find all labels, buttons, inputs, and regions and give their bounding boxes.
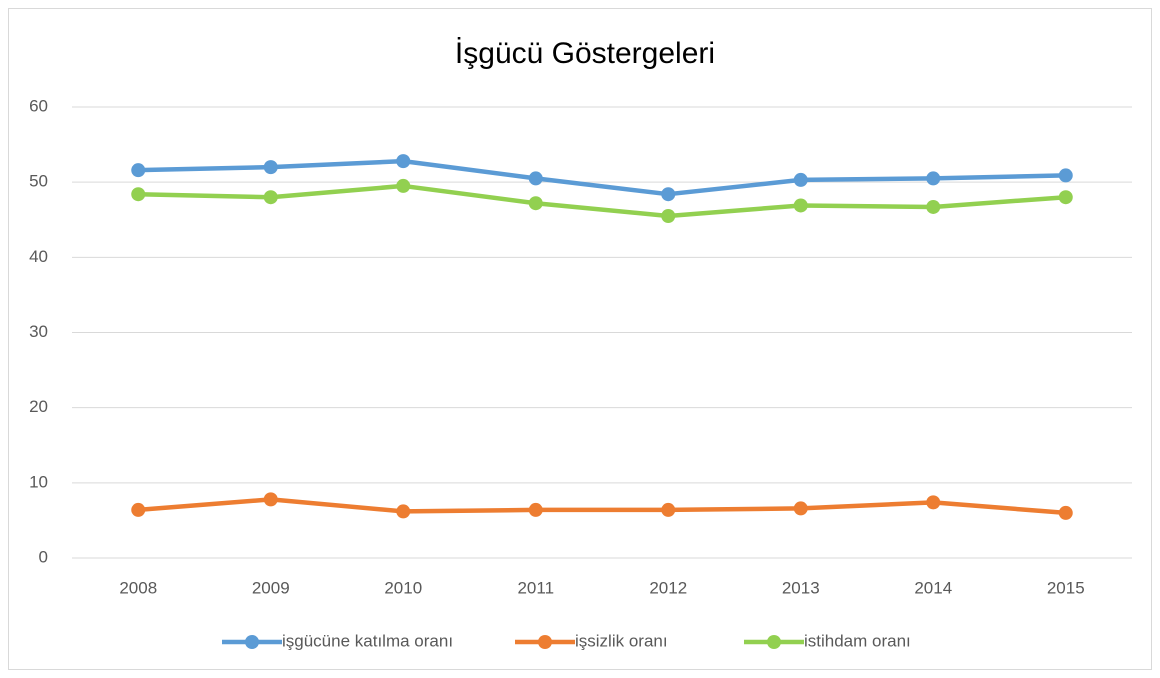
y-tick-label: 40 — [29, 247, 48, 266]
x-tick-label: 2013 — [782, 578, 820, 597]
legend-label: işgücüne katılma oranı — [282, 631, 453, 650]
data-point — [131, 163, 146, 178]
data-point — [661, 502, 676, 517]
series-line — [136, 497, 1068, 516]
x-tick-label: 2012 — [649, 578, 687, 597]
data-point — [1058, 505, 1073, 520]
data-point — [926, 171, 941, 186]
chart-frame — [8, 8, 1152, 670]
legend-swatch-dot — [245, 635, 259, 649]
y-tick-label: 30 — [29, 322, 48, 341]
legend-swatch-dot — [538, 635, 552, 649]
data-point — [263, 160, 278, 175]
data-point — [131, 502, 146, 517]
data-point — [793, 198, 808, 213]
data-point — [131, 187, 146, 202]
x-tick-label: 2014 — [914, 578, 952, 597]
data-point — [396, 504, 411, 519]
data-point — [793, 172, 808, 187]
y-tick-label: 0 — [39, 547, 48, 566]
x-tick-label: 2011 — [517, 578, 554, 597]
data-point — [1058, 168, 1073, 183]
data-point — [396, 178, 411, 193]
data-point — [793, 501, 808, 516]
data-point — [263, 190, 278, 205]
data-point — [396, 154, 411, 169]
x-tick-label: 2015 — [1047, 578, 1085, 597]
series-line — [136, 158, 1068, 197]
data-point — [263, 492, 278, 507]
data-point — [661, 208, 676, 223]
data-point — [926, 199, 941, 214]
x-tick-label: 2008 — [119, 578, 157, 597]
data-point — [528, 171, 543, 186]
legend-swatch-dot — [767, 635, 781, 649]
data-point — [926, 495, 941, 510]
y-tick-label: 50 — [29, 172, 48, 191]
y-tick-label: 20 — [29, 397, 48, 416]
x-tick-label: 2009 — [252, 578, 290, 597]
data-point — [1058, 190, 1073, 205]
y-tick-label: 60 — [29, 96, 48, 115]
x-tick-label: 2010 — [384, 578, 422, 597]
chart-title: İşgücü Göstergeleri — [455, 37, 715, 70]
legend-label: istihdam oranı — [804, 631, 911, 650]
y-tick-label: 10 — [29, 472, 48, 491]
series-line — [136, 183, 1068, 219]
legend-label: işsizlik oranı — [575, 631, 668, 650]
data-point — [661, 187, 676, 202]
data-point — [528, 196, 543, 211]
data-point — [528, 502, 543, 517]
